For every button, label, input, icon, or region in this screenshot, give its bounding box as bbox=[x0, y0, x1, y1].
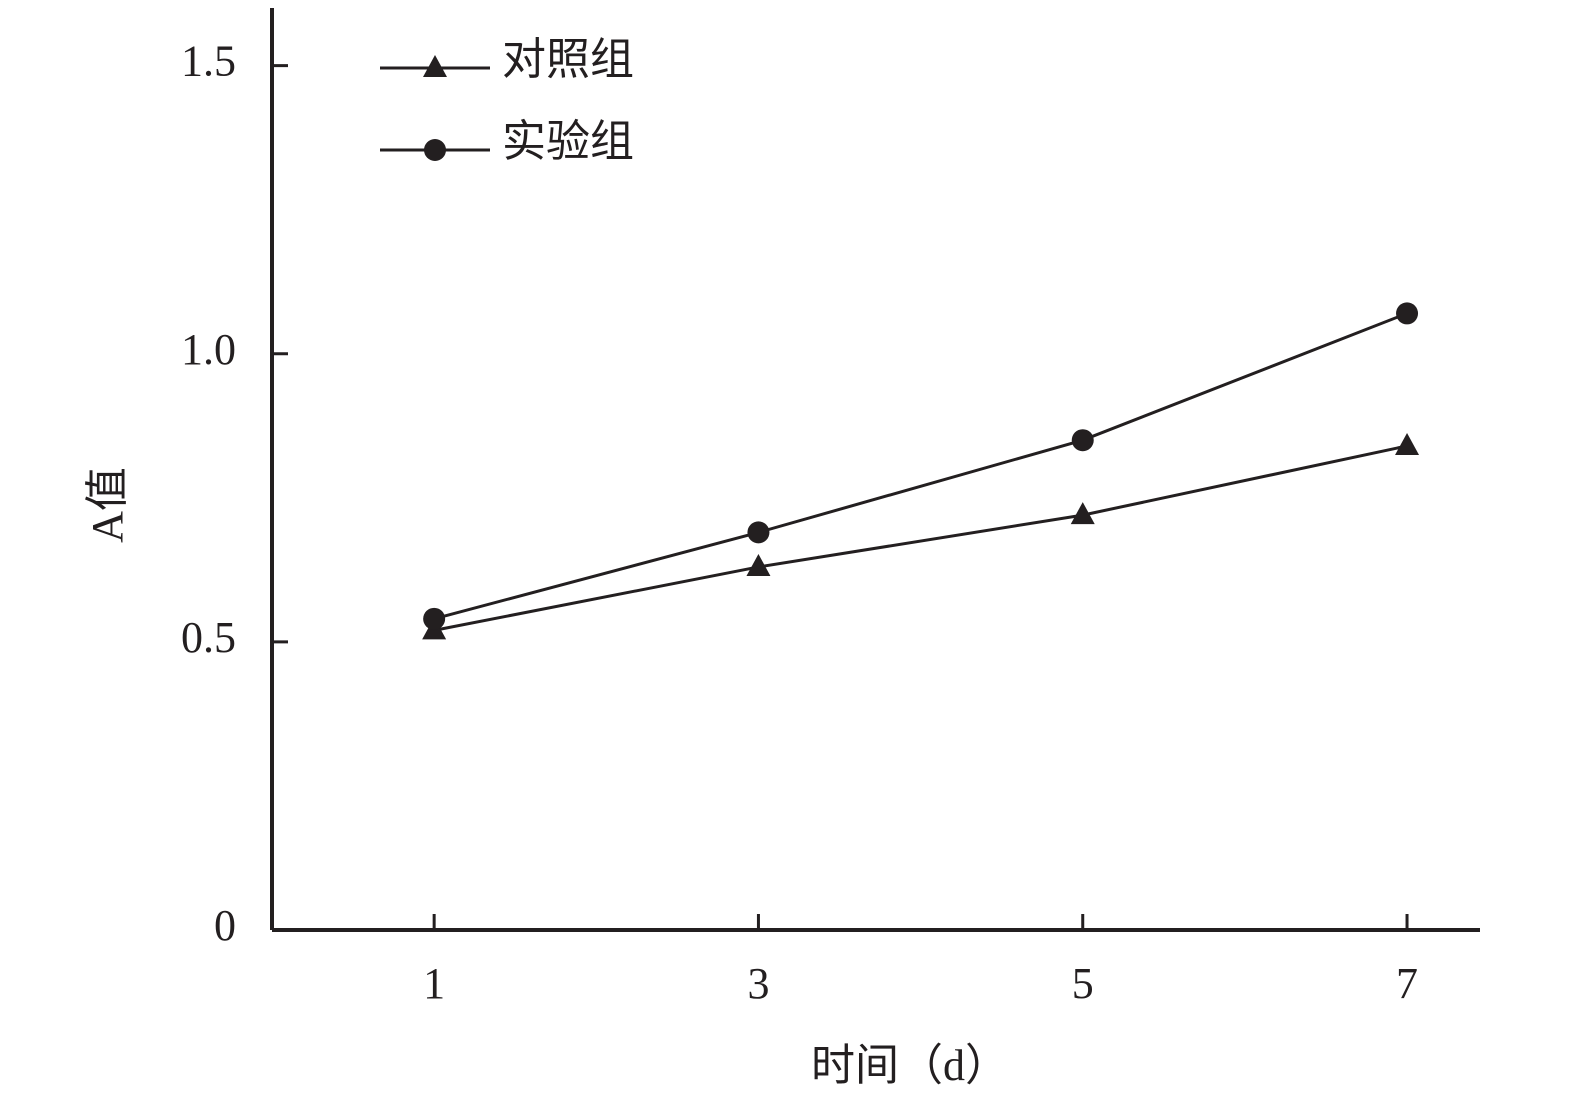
y-tick-label: 1.0 bbox=[181, 325, 236, 374]
marker bbox=[1071, 429, 1094, 452]
marker bbox=[1396, 302, 1419, 325]
legend-label: 对照组 bbox=[502, 35, 634, 84]
marker bbox=[424, 139, 446, 161]
y-tick-label: 0 bbox=[214, 901, 236, 950]
x-tick-label: 1 bbox=[423, 959, 445, 1008]
marker bbox=[746, 553, 771, 576]
x-tick-label: 5 bbox=[1072, 959, 1094, 1008]
marker bbox=[1070, 502, 1095, 525]
x-tick-label: 7 bbox=[1396, 959, 1418, 1008]
y-axis-label: A值 bbox=[83, 467, 132, 543]
marker bbox=[747, 521, 770, 544]
x-tick-label: 3 bbox=[747, 959, 769, 1008]
series-line bbox=[433, 444, 1408, 632]
y-tick-label: 1.5 bbox=[181, 37, 236, 86]
x-axis-label: 时间（d） bbox=[811, 1041, 1009, 1090]
marker bbox=[1395, 432, 1420, 455]
legend-label: 实验组 bbox=[502, 117, 634, 166]
marker bbox=[423, 607, 446, 630]
marker bbox=[423, 55, 447, 77]
series-line bbox=[433, 312, 1408, 621]
y-tick-label: 0.5 bbox=[181, 613, 236, 662]
